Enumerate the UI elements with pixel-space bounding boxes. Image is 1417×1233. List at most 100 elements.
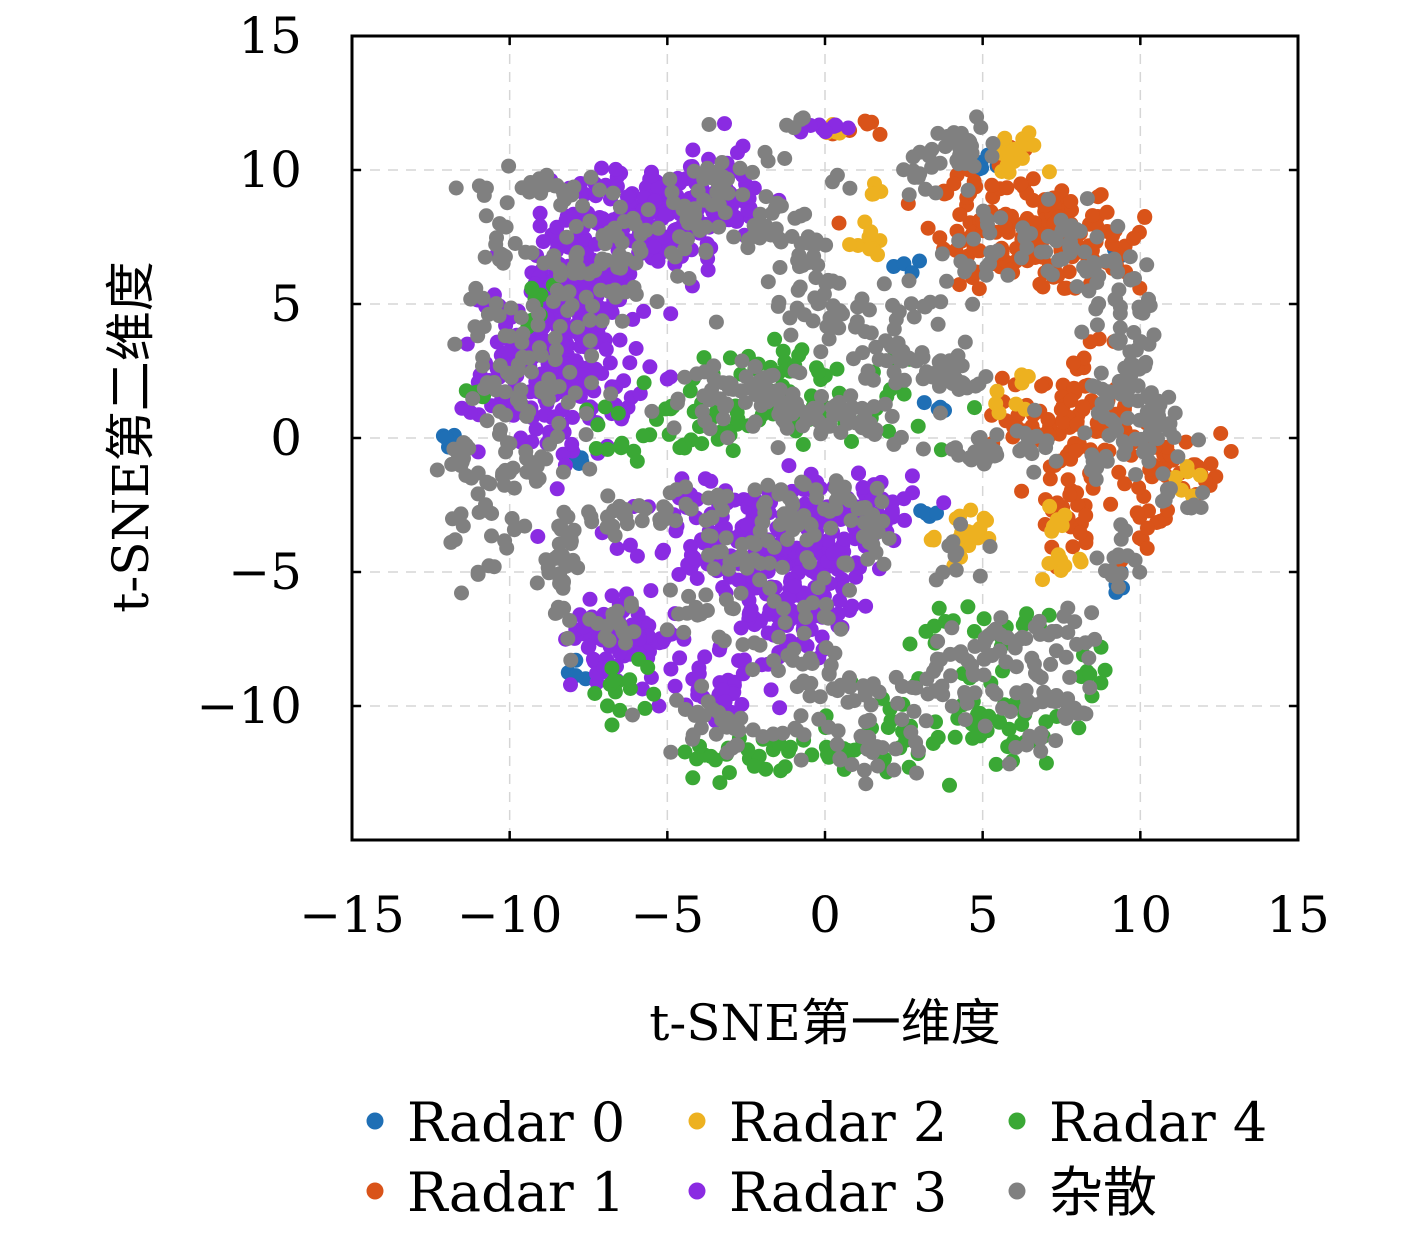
data-point [636,303,652,319]
data-point [888,741,904,757]
data-point [928,572,944,588]
legend-label: Radar 0 [407,1091,625,1154]
data-point [598,301,614,317]
data-point [1110,218,1126,234]
data-point [1113,566,1129,582]
data-point [897,512,912,528]
data-point [697,471,713,487]
data-point [713,544,729,560]
data-point [455,518,471,534]
y-axis-title: t-SNE第二维度 [102,261,160,613]
data-point [775,343,791,359]
data-point [808,270,824,286]
data-point [1106,251,1122,267]
data-point [812,295,828,311]
data-point [951,277,967,293]
data-point [765,726,781,742]
data-point [521,184,537,200]
data-point [726,601,741,617]
data-point [855,529,871,545]
data-point [454,585,469,601]
data-point [858,776,874,792]
data-point [738,369,754,385]
data-point [1038,714,1054,730]
data-point [787,363,803,379]
data-point [524,245,540,261]
data-point [501,158,517,174]
data-point [1120,548,1136,564]
data-point [1048,694,1064,710]
data-point [1116,446,1132,462]
data-point [886,436,902,452]
data-point [930,316,946,332]
data-point [732,160,748,176]
data-point [830,723,846,739]
data-point [628,341,644,356]
data-point [712,775,728,791]
data-point [644,168,660,184]
data-point [995,700,1011,716]
data-point [701,547,716,563]
data-point [1078,507,1094,523]
data-point [746,552,762,567]
data-point [1082,334,1098,350]
data-point [957,264,973,280]
data-point [1084,605,1100,621]
data-point [470,486,486,502]
data-point [700,694,716,710]
data-point [584,348,600,364]
data-point [747,359,763,375]
data-point [551,415,567,431]
data-point [861,712,877,728]
data-point [946,176,962,192]
x-tick-label: −5 [630,886,704,944]
data-point [991,713,1007,729]
data-point [719,488,735,504]
data-point [909,765,924,781]
data-point [967,444,983,460]
data-point [726,229,742,245]
data-point [717,694,733,710]
data-point [934,246,950,262]
data-point [1000,267,1016,283]
y-tick-label: −10 [196,677,302,735]
data-point [829,361,845,377]
data-point [876,556,892,572]
data-point [1112,332,1128,348]
data-point [593,282,609,298]
data-point [547,330,563,346]
data-point [1033,743,1049,759]
data-point [559,229,575,245]
data-point [843,388,859,404]
data-point [1058,649,1074,665]
data-point [497,328,513,344]
data-point [1053,402,1069,418]
data-point [842,582,857,598]
data-point [1139,257,1155,273]
data-point [789,679,805,695]
data-point [949,544,965,560]
data-point [717,205,733,221]
data-point [672,650,688,666]
data-point [651,698,667,714]
data-point [1186,497,1202,513]
data-point [715,502,730,518]
data-point [1106,550,1122,566]
data-point [1083,462,1099,478]
data-point [868,422,884,438]
data-point [706,561,722,577]
data-point [605,185,621,201]
data-point [1062,487,1078,503]
data-point [967,400,982,416]
data-point [614,313,630,329]
data-point [721,765,737,781]
data-point [706,371,722,387]
data-point [1035,572,1050,588]
data-point [608,161,624,177]
y-tick-label: 15 [238,7,302,65]
data-point [804,656,820,671]
data-point [711,219,727,235]
data-point [1128,467,1144,483]
data-point [534,380,550,396]
data-point [1023,443,1039,459]
